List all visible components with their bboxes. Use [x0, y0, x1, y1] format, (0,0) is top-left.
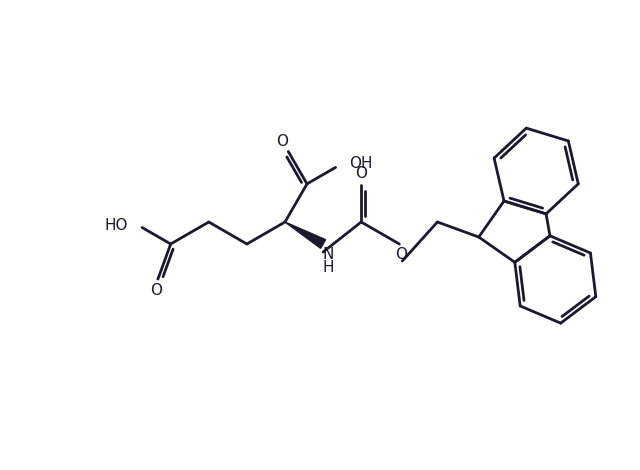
- Text: O: O: [355, 166, 367, 181]
- Text: O: O: [396, 246, 407, 261]
- Polygon shape: [285, 222, 326, 248]
- Text: O: O: [276, 134, 288, 149]
- Text: O: O: [150, 282, 162, 298]
- Text: OH: OH: [349, 156, 373, 171]
- Text: HO: HO: [104, 218, 128, 233]
- Text: H: H: [323, 259, 334, 274]
- Text: N: N: [323, 246, 334, 261]
